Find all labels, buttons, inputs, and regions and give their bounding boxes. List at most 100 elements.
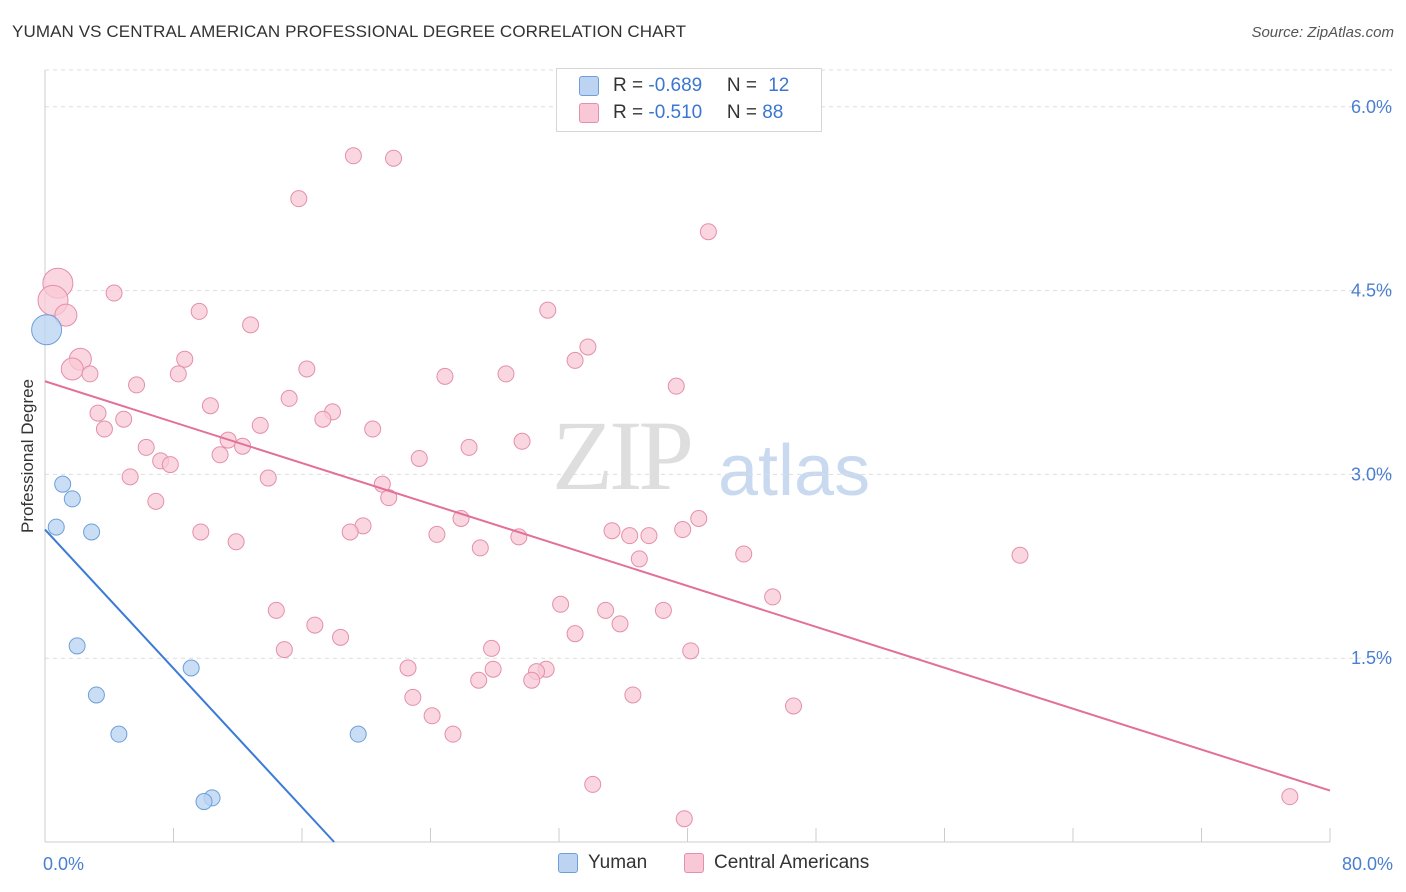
central-americans-point	[640, 527, 658, 545]
n-value: 88	[762, 102, 784, 123]
central-americans-point	[54, 303, 78, 327]
central-americans-point	[513, 432, 531, 450]
central-americans-point	[190, 302, 208, 320]
yuman-point	[63, 490, 81, 508]
yuman-legend-swatch	[558, 853, 578, 873]
y-tick-labels: 1.5% 3.0% 4.5% 6.0%	[1351, 97, 1392, 668]
central-americans-point	[552, 595, 570, 613]
central-americans-point	[399, 659, 417, 677]
central-americans-point	[566, 625, 584, 643]
central-americans-point	[137, 438, 155, 456]
watermark-zip: ZIP	[552, 400, 694, 511]
legend-yuman-text: R = -0.689 N = 12	[613, 75, 789, 97]
yuman-point	[195, 793, 213, 811]
yuman-point	[110, 725, 128, 743]
central-americans-point	[227, 533, 245, 551]
central-americans-point	[201, 397, 219, 415]
yuman-trend-line	[44, 528, 335, 843]
central-americans-point	[497, 365, 515, 383]
axes	[44, 70, 1331, 843]
central-americans-point	[624, 686, 642, 704]
central-americans-point	[611, 615, 629, 633]
yuman-point	[68, 637, 86, 655]
central-americans-point	[60, 357, 84, 381]
yuman-point	[31, 314, 63, 346]
legend-central-text: R = -0.510 N = 88	[613, 102, 783, 124]
central-americans-point	[630, 550, 648, 568]
y-axis-label: Professional Degree	[18, 378, 37, 534]
central-americans-point	[675, 810, 693, 828]
central-americans-point	[423, 707, 441, 725]
legend-item-yuman: Yuman	[558, 852, 647, 874]
central-americans-point	[364, 420, 382, 438]
central-americans-point	[290, 190, 308, 208]
yuman-legend-label: Yuman	[588, 852, 648, 873]
y-tick-label: 3.0%	[1351, 464, 1392, 484]
central-americans-point	[341, 523, 359, 541]
yuman-swatch	[579, 76, 599, 96]
x-tick-labels: 0.0% 80.0%	[43, 854, 1393, 874]
central-americans-point	[444, 725, 462, 743]
yuman-point	[54, 475, 72, 493]
n-label: N =	[726, 75, 763, 96]
central-americans-point	[682, 642, 700, 660]
grid-lines	[45, 69, 1392, 659]
central-americans-point	[483, 639, 501, 657]
central-americans-point	[267, 601, 285, 619]
central-americans-point	[428, 525, 446, 543]
central-americans-point	[654, 601, 672, 619]
central-americans-point	[404, 688, 422, 706]
central-americans-point	[280, 389, 298, 407]
central-americans-point	[566, 351, 584, 369]
yuman-points	[31, 314, 367, 811]
central-americans-point	[95, 420, 113, 438]
central-americans-point	[161, 456, 179, 474]
n-label: N =	[726, 102, 763, 123]
chart-title: YUMAN VS CENTRAL AMERICAN PROFESSIONAL D…	[12, 22, 687, 41]
central-americans-point	[89, 404, 107, 422]
yuman-point	[87, 686, 105, 704]
chart-source: Source: ZipAtlas.com	[1251, 24, 1394, 41]
central-americans-point	[380, 489, 398, 507]
central-americans-point	[523, 671, 541, 689]
central-americans-point	[344, 147, 362, 165]
central-americans-point	[579, 338, 597, 356]
correlation-legend: R = -0.689 N = 12 R = -0.510 N = 88	[556, 68, 822, 132]
central-americans-point	[1281, 788, 1299, 806]
central-americans-point	[332, 628, 350, 646]
central-americans-point	[169, 365, 187, 383]
central-americans-point	[584, 775, 602, 793]
r-value: -0.510	[648, 102, 703, 123]
central-americans-point	[484, 660, 502, 678]
x-tick-label-min: 0.0%	[43, 854, 84, 874]
legend-item-central: Central Americans	[684, 852, 869, 874]
yuman-point	[182, 659, 200, 677]
central-americans-point	[147, 492, 165, 510]
central-americans-point	[785, 697, 803, 715]
yuman-point	[47, 518, 65, 536]
central-americans-point	[251, 416, 269, 434]
central-americans-point	[621, 527, 639, 545]
central-americans-point	[471, 539, 489, 557]
central-americans-point	[259, 469, 277, 487]
watermark-atlas: atlas	[718, 431, 871, 511]
central-americans-point	[115, 410, 133, 428]
central-americans-point	[192, 523, 210, 541]
central-americans-point	[128, 376, 146, 394]
y-tick-label: 1.5%	[1351, 648, 1392, 668]
central-americans-point	[242, 316, 260, 334]
yuman-point	[349, 725, 367, 743]
central-americans-point	[385, 149, 403, 167]
r-label: R =	[613, 75, 649, 96]
central-americans-point	[314, 410, 332, 428]
central-americans-point	[460, 438, 478, 456]
central-americans-point	[81, 365, 99, 383]
central-americans-point	[275, 641, 293, 659]
central-americans-point	[121, 468, 139, 486]
x-tick-label-max: 80.0%	[1342, 854, 1393, 874]
central-americans-point	[667, 377, 685, 395]
central-americans-point	[410, 449, 428, 467]
central-legend-swatch	[684, 853, 704, 873]
central-americans-point	[597, 601, 615, 619]
